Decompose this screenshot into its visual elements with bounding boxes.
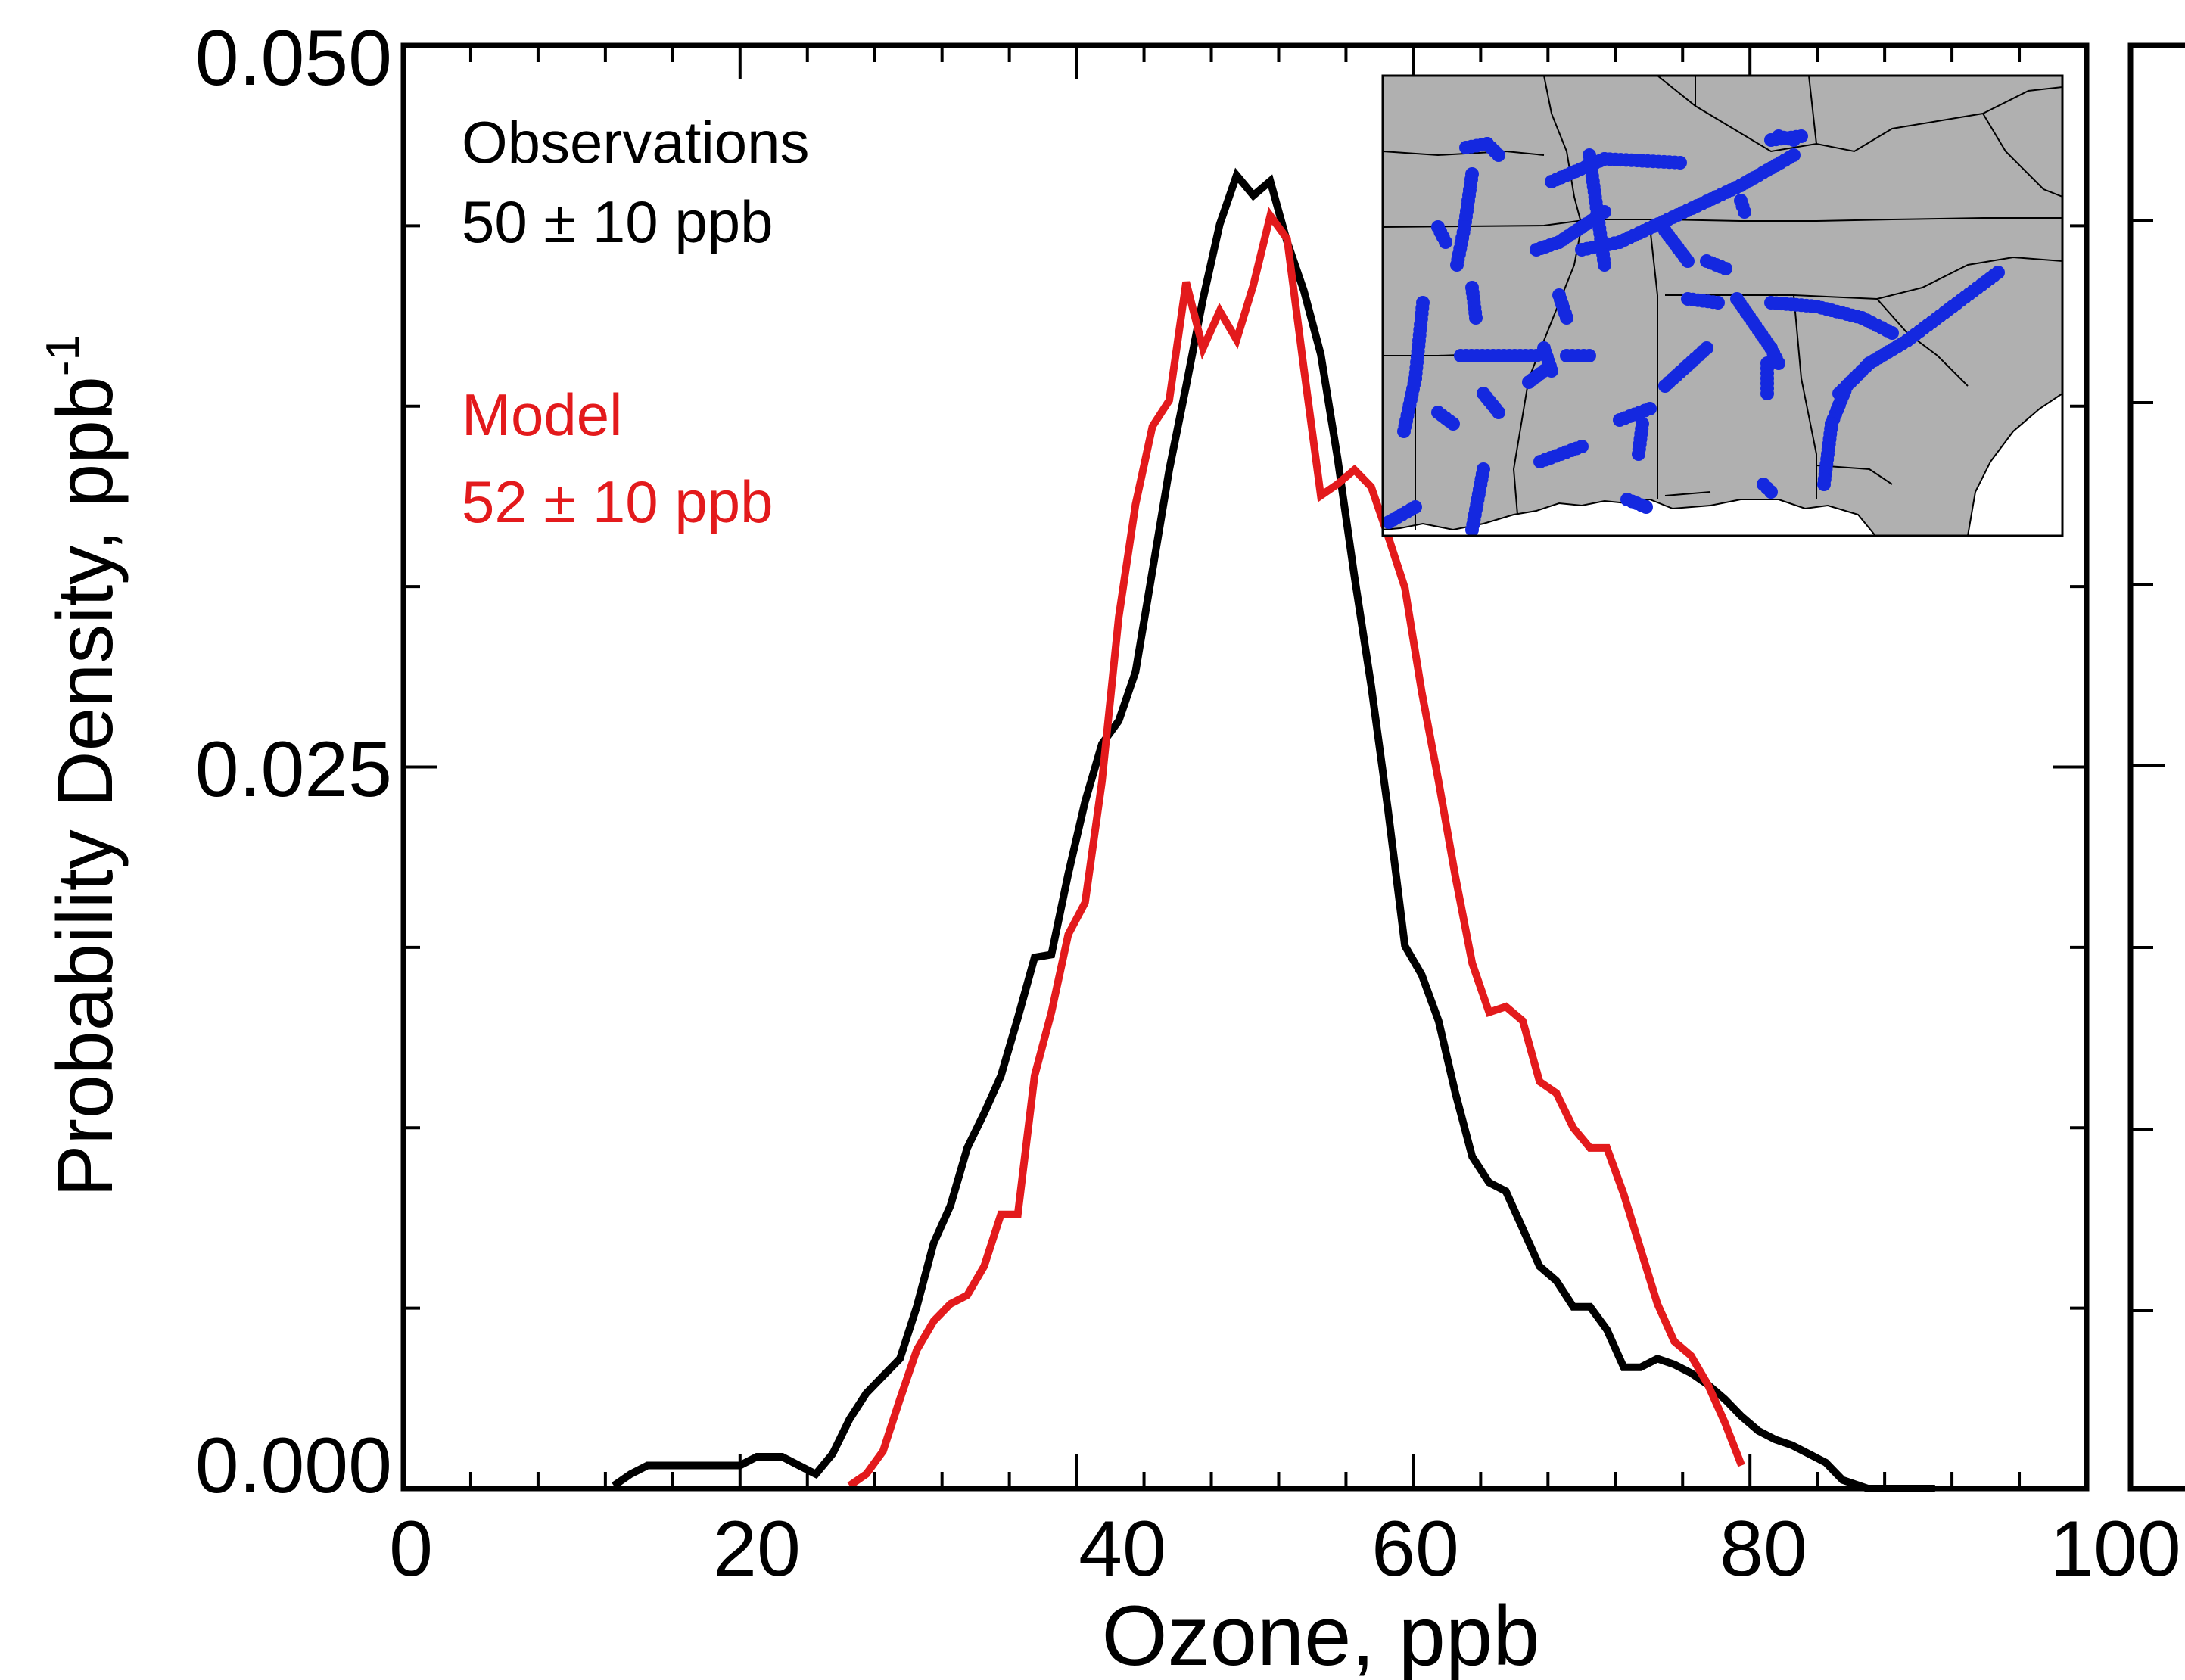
flight-track-point	[1817, 478, 1831, 491]
legend-observations-stats: 50 ± 10 ppb	[462, 188, 773, 255]
flight-track-point	[1465, 523, 1479, 536]
flight-track-point	[1764, 485, 1778, 499]
flight-track-point	[1711, 296, 1725, 310]
flight-track-point	[1885, 326, 1899, 340]
flight-track-point	[1658, 379, 1672, 393]
y-axis-label: Probability Density, ppb-1	[37, 334, 129, 1197]
x-tick-label: 100	[2050, 1505, 2181, 1593]
x-tick-label: 20	[713, 1505, 801, 1593]
flight-track-point	[1383, 515, 1396, 529]
flight-track-point	[1446, 417, 1460, 431]
y-tick-label: 0.050	[195, 14, 392, 102]
flight-track-point	[1492, 148, 1505, 162]
series-layer	[612, 167, 1935, 1492]
legend-model-label: Model	[462, 381, 622, 448]
flight-track-point	[1537, 364, 1551, 378]
inset-map	[1381, 74, 2064, 537]
flight-track-point	[1450, 258, 1464, 272]
x-tick-label: 0	[389, 1505, 433, 1593]
flight-track-point	[1673, 156, 1687, 170]
model-series-line	[847, 207, 1745, 1489]
flight-track-point	[1738, 205, 1751, 219]
x-tick-label: 40	[1078, 1505, 1166, 1593]
inset-map-flight-tracks	[1383, 129, 2005, 536]
y-tick-label: 0.025	[195, 726, 392, 814]
flight-track-point	[1772, 356, 1785, 370]
axes-frame	[400, 42, 2090, 1492]
observations-series-line	[612, 167, 1935, 1492]
flight-track-point	[1397, 425, 1411, 438]
flight-track-point	[1639, 500, 1653, 514]
flight-track-point	[1492, 406, 1505, 419]
legend-observations-label: Observations	[462, 109, 810, 176]
y-tick-labels: 0.000 0.025 0.050	[195, 14, 392, 1510]
flight-track-point	[1794, 129, 1808, 143]
adjacent-panel-edge	[2127, 42, 2185, 1492]
flight-track-point	[1787, 148, 1801, 162]
x-tick-label: 80	[1720, 1505, 1807, 1593]
flight-track-point	[1643, 402, 1657, 415]
legend: Observations 50 ± 10 ppb Model 52 ± 10 p…	[462, 109, 810, 535]
flight-track-point	[1575, 440, 1589, 453]
plot-area	[400, 42, 2090, 1492]
x-tick-label: 60	[1371, 1505, 1459, 1593]
y-axis-label-text: Probability Density, ppb	[42, 376, 129, 1197]
flight-track-point	[1760, 387, 1774, 400]
flight-track-point	[1681, 254, 1695, 268]
flight-track-point	[1560, 311, 1573, 325]
y-tick-label: 0.000	[195, 1422, 392, 1510]
flight-track-point	[1598, 258, 1611, 272]
flight-track-point	[1991, 266, 2005, 279]
flight-track-point	[1583, 349, 1596, 362]
flight-track-point	[1719, 262, 1732, 275]
flight-track-point	[1469, 311, 1483, 325]
x-tick-labels: 0 20 40 60 80 100	[389, 1505, 2181, 1593]
legend-model-stats: 52 ± 10 ppb	[462, 468, 773, 535]
axis-ticks	[403, 45, 2087, 1489]
flight-track-point	[1439, 235, 1452, 249]
x-axis-label: Ozone, ppb	[1101, 1588, 1539, 1680]
flight-track-point	[1632, 447, 1645, 461]
inset-map-frame	[1381, 74, 2064, 537]
y-axis-label-exponent: -1	[37, 334, 89, 376]
